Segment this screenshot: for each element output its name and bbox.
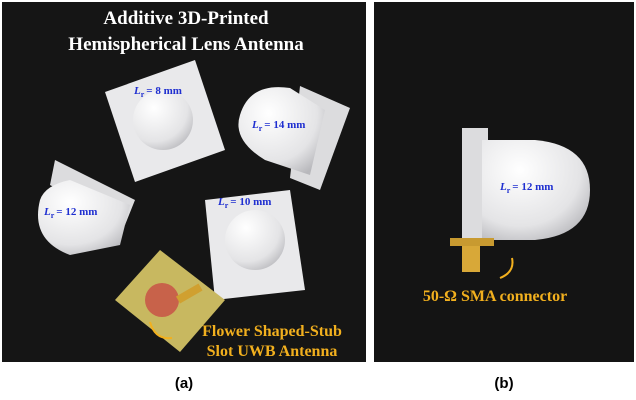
text-part: r	[507, 186, 511, 195]
text-part: = 14 mm	[264, 119, 305, 131]
title-line: Additive 3D-Printed	[103, 8, 269, 29]
panel-b: Lr= 12 mm 50-Ω SMA connector	[374, 2, 634, 362]
text-part: = 10 mm	[230, 196, 271, 208]
antenna-label-line: Flower Shaped-Stub	[202, 323, 342, 340]
text-part: = 8 mm	[146, 85, 182, 97]
caption: (a)	[175, 375, 193, 392]
text-part: r	[225, 201, 229, 210]
text-part: = 12 mm	[512, 181, 553, 193]
text-part: r	[259, 124, 263, 133]
text-part: r	[141, 90, 145, 99]
panel-a: Additive 3D-Printed Hemispherical Lens A…	[2, 2, 366, 362]
text-part: = 12 mm	[56, 206, 97, 218]
title-line: Hemispherical Lens Antenna	[68, 34, 304, 55]
figure: Additive 3D-Printed Hemispherical Lens A…	[0, 0, 636, 400]
connector-label: 50-Ω SMA connector	[423, 288, 567, 305]
caption: (b)	[494, 375, 513, 392]
lens-label: Lr= 8 mm	[133, 85, 182, 99]
antenna-label-line: Slot UWB Antenna	[207, 343, 338, 360]
text-part: r	[51, 211, 55, 220]
